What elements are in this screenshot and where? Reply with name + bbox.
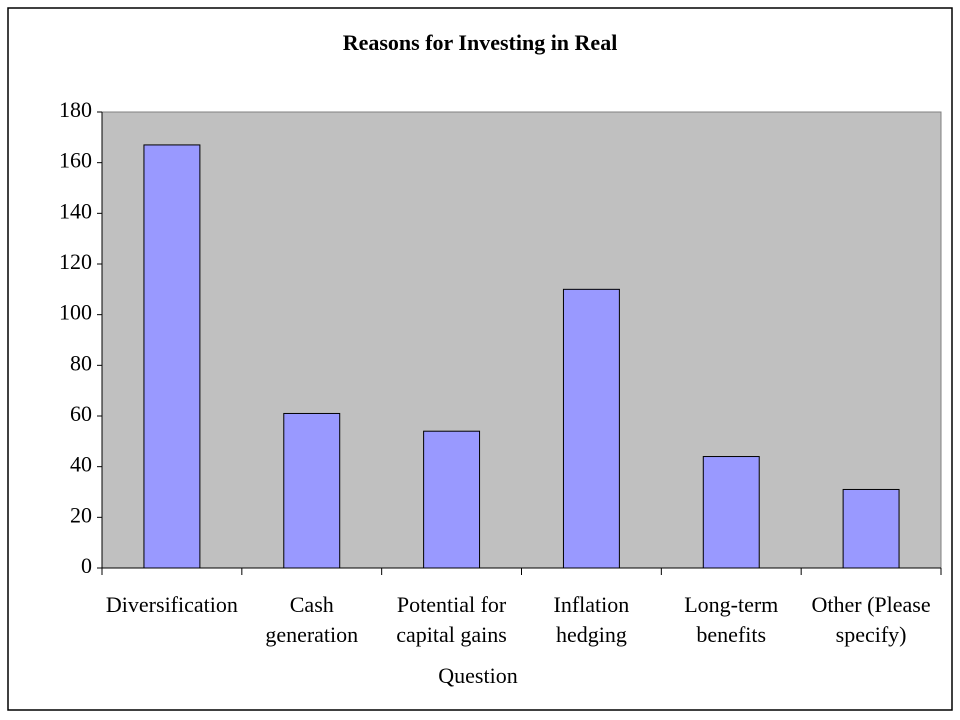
x-axis-label: Question (438, 663, 517, 688)
x-tick-label: Potential for capital gains (396, 592, 507, 647)
x-tick-label: Long-term benefits (684, 592, 779, 647)
bar (562, 288, 620, 569)
plot-area (101, 111, 942, 569)
y-tick-label: 140 (59, 198, 92, 223)
bar (702, 456, 760, 569)
y-tick-label: 120 (59, 249, 92, 274)
y-tick-label: 60 (70, 401, 92, 426)
y-tick-label: 20 (70, 502, 92, 527)
bar (283, 412, 341, 569)
y-tick-label: 0 (81, 553, 92, 578)
y-tick-label: 180 (59, 97, 92, 122)
x-tick-label: Diversification (105, 592, 238, 617)
x-tick-label: Other (Please specify) (811, 592, 931, 647)
bar (143, 144, 201, 569)
x-tick-label: Cash generation (265, 592, 359, 647)
bar (842, 488, 900, 569)
y-tick-label: 160 (59, 148, 92, 173)
x-tick-label: Inflation hedging (553, 592, 630, 647)
y-tick-label: 100 (59, 300, 92, 325)
chart-title: Reasons for Investing in Real (343, 30, 618, 55)
y-tick-label: 80 (70, 350, 92, 375)
bar (423, 430, 481, 569)
y-tick-label: 40 (70, 452, 92, 477)
